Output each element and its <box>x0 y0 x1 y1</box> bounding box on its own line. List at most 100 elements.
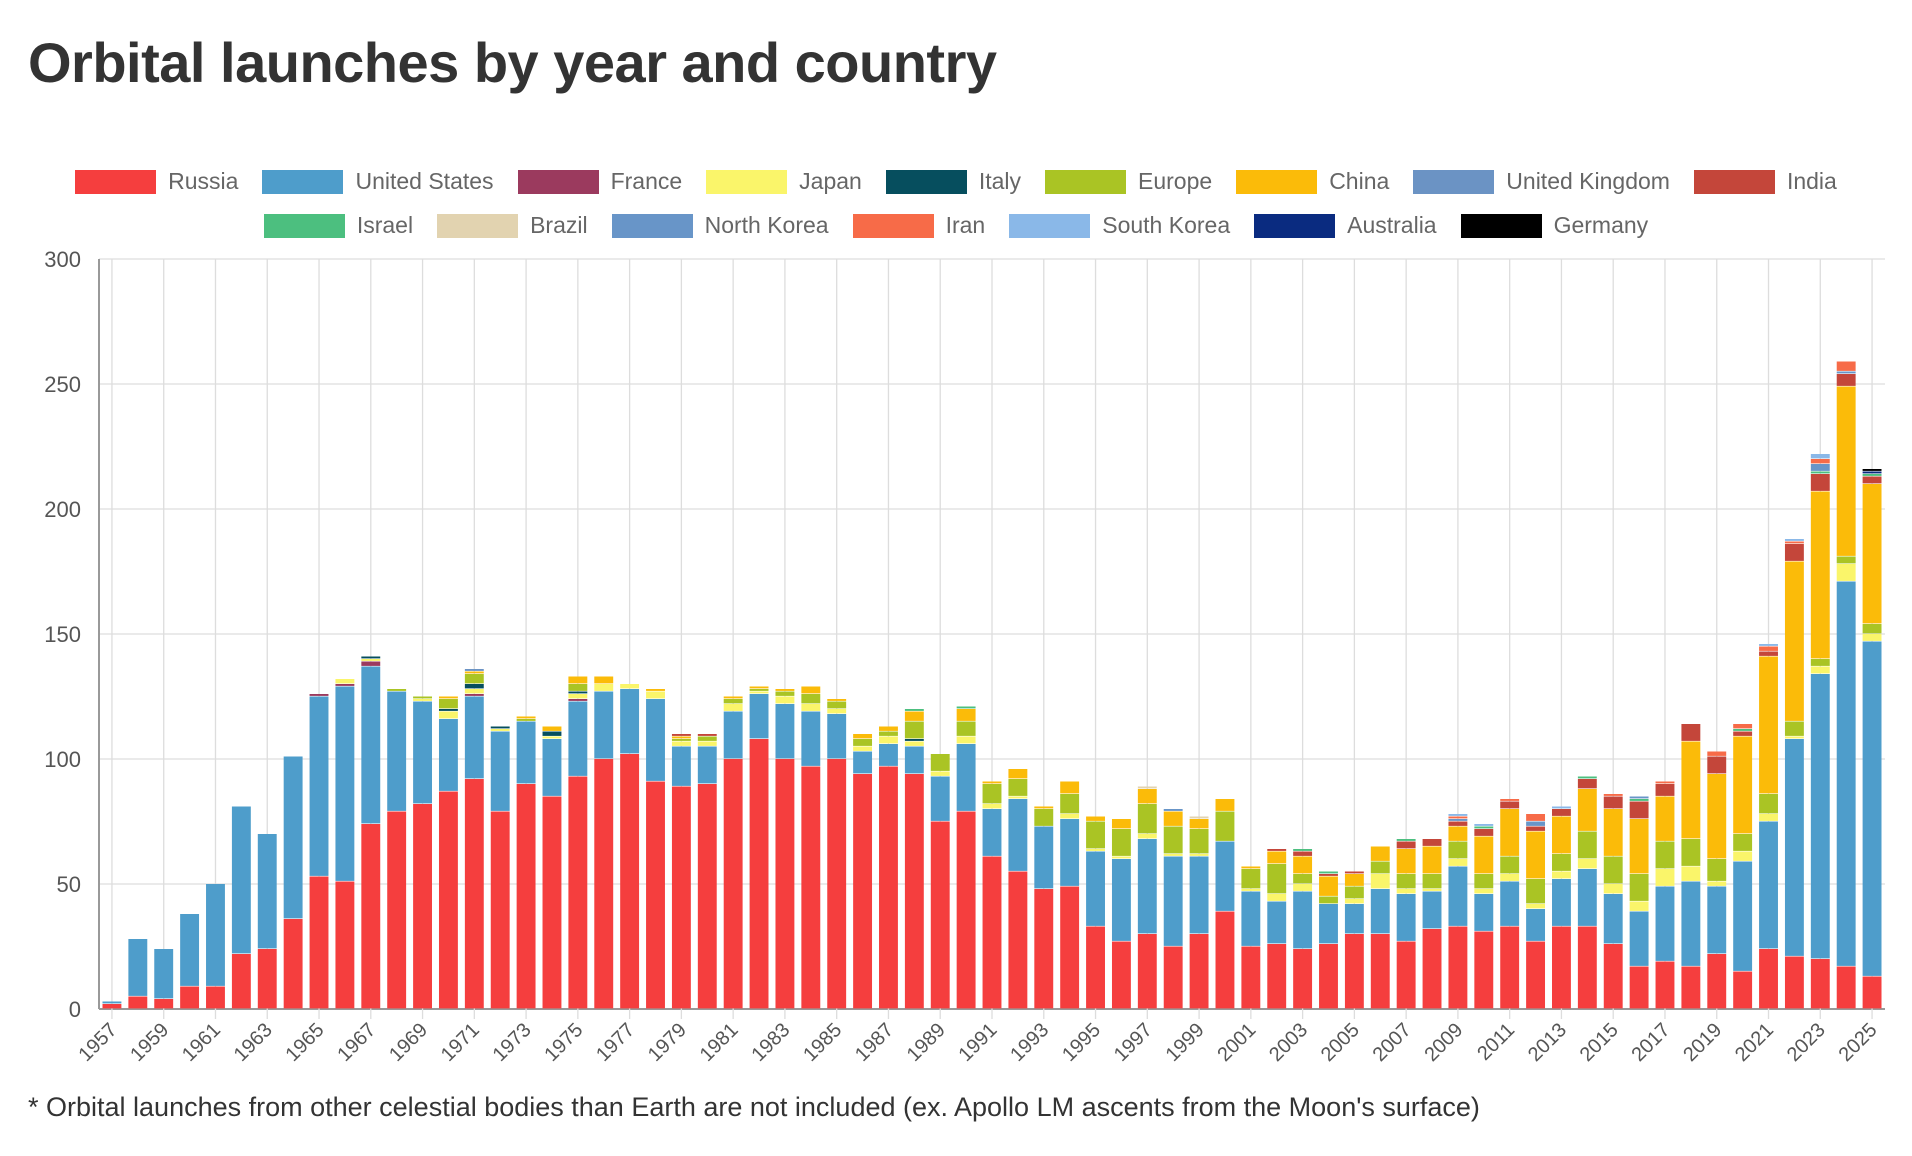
bar-segment-china <box>853 734 873 739</box>
bar-segment-united-states <box>206 884 225 986</box>
bar-segment-russia <box>827 759 847 1009</box>
bar-segment-china <box>879 726 898 731</box>
bar-segment-russia <box>1086 926 1105 1009</box>
bar-segment-india <box>1319 874 1338 876</box>
legend-item[interactable]: United Kingdom <box>1413 168 1670 195</box>
x-tick-label: 2023 <box>1783 1019 1830 1066</box>
legend-item[interactable]: South Korea <box>1009 212 1230 239</box>
bar-segment-russia <box>1034 889 1054 1009</box>
bar-segment-russia <box>1862 976 1882 1009</box>
bar-segment-japan <box>930 771 950 776</box>
x-tick-label: 2007 <box>1369 1019 1416 1066</box>
y-tick-label: 150 <box>44 622 81 647</box>
bar-segment-brazil <box>1137 786 1157 789</box>
x-tick-label: 1979 <box>644 1019 691 1066</box>
bar-segment-china <box>1810 491 1830 659</box>
bar-segment-japan <box>1344 899 1364 904</box>
bar-segment-europe <box>1422 874 1442 889</box>
bar-segment-russia <box>749 739 769 1009</box>
bar-segment-south-korea <box>1810 454 1830 459</box>
bar-segment-japan <box>1759 814 1778 821</box>
bar-segment-united-states <box>1215 841 1235 911</box>
bar-segment-united-states <box>1603 894 1623 944</box>
legend-label: South Korea <box>1102 212 1231 238</box>
bar-segment-united-states <box>180 914 200 986</box>
bar-segment-japan <box>1655 869 1675 886</box>
bar-segment-europe <box>1086 821 1105 849</box>
x-tick-label: 1959 <box>126 1019 173 1066</box>
bar-segment-russia <box>1707 954 1727 1009</box>
legend-item[interactable]: Russia <box>75 168 238 195</box>
legend-item[interactable]: Israel <box>263 212 413 239</box>
bar-segment-united-states <box>1396 894 1416 941</box>
bar-segment-japan <box>956 736 976 744</box>
bar-segment-europe <box>827 701 847 709</box>
bar-segment-japan <box>1629 901 1649 911</box>
legend-item[interactable]: Iran <box>852 212 985 239</box>
bar-segment-united-states <box>646 699 665 781</box>
y-tick-label: 250 <box>44 372 81 397</box>
bar-segment-europe <box>1344 886 1364 899</box>
bar-segment-united-states <box>1733 861 1753 971</box>
bar-segment-china <box>827 699 847 701</box>
bar-segment-russia <box>1215 911 1235 1009</box>
legend-item[interactable]: Germany <box>1460 212 1648 239</box>
bar-segment-north-korea <box>1629 796 1649 799</box>
bar-segment-russia <box>206 986 225 1009</box>
legend-item[interactable]: Europe <box>1045 168 1212 195</box>
bar-segment-europe <box>723 699 743 704</box>
bar-segment-russia <box>620 754 640 1009</box>
bar-segment-united-states <box>1577 869 1597 926</box>
legend-item[interactable]: North Korea <box>611 212 829 239</box>
bar-segment-china <box>1681 741 1701 839</box>
bar-segment-united-states <box>723 711 743 759</box>
bar-segment-japan <box>646 691 665 699</box>
bar-segment-china <box>1500 809 1520 856</box>
legend-item[interactable]: Japan <box>706 168 862 195</box>
bar-segment-japan <box>490 729 510 731</box>
legend-swatch <box>1045 169 1127 194</box>
legend-item[interactable]: India <box>1693 168 1837 195</box>
legend-item[interactable]: Brazil <box>437 212 588 239</box>
legend-label: Brazil <box>530 212 588 238</box>
bar-segment-italy <box>464 684 484 689</box>
bar-segment-india <box>671 734 691 736</box>
bar-segment-russia <box>1603 944 1623 1009</box>
legend-item[interactable]: Italy <box>885 168 1022 195</box>
bar-segment-russia <box>1448 926 1468 1009</box>
bar-segment-israel <box>1293 849 1313 851</box>
legend-item[interactable]: United States <box>262 168 494 195</box>
bar-segment-united-states <box>1862 641 1882 976</box>
bar-segment-united-states <box>1552 879 1571 926</box>
bar-segment-japan <box>723 704 743 711</box>
bar-segment-united-states <box>775 704 795 759</box>
legend-item[interactable]: France <box>517 168 682 195</box>
legend-item[interactable]: China <box>1236 168 1389 195</box>
bar-segment-europe <box>1577 831 1597 859</box>
bar-segment-russia <box>1111 941 1131 1009</box>
bar-segment-japan <box>1422 889 1442 891</box>
bar-segment-united-states <box>335 686 355 881</box>
bar-segment-china <box>1526 831 1546 879</box>
bar-segment-united-states <box>1034 826 1054 889</box>
bar-segment-europe <box>464 674 484 684</box>
bar-segment-france <box>464 694 484 696</box>
bar-segment-japan <box>1293 884 1313 891</box>
x-tick-label: 2017 <box>1627 1019 1674 1066</box>
bar-segment-russia <box>1681 966 1701 1009</box>
bar-segment-japan <box>1577 859 1597 869</box>
x-tick-label: 1995 <box>1058 1019 1105 1066</box>
legend-swatch <box>1693 169 1775 194</box>
bar-segment-brazil <box>1189 816 1209 819</box>
bar-segment-india <box>1526 826 1546 831</box>
bar-segment-russia <box>1008 871 1028 1009</box>
bar-segment-north-korea <box>1810 464 1830 471</box>
bar-segment-united-states <box>1163 856 1183 946</box>
x-tick-label: 1971 <box>437 1019 484 1066</box>
bar-segment-russia <box>1836 966 1856 1009</box>
bar-segment-japan <box>1137 834 1157 839</box>
legend-label: Italy <box>978 168 1022 194</box>
bar-segment-united-states <box>827 714 847 759</box>
bar-segment-europe <box>697 736 717 741</box>
legend-item[interactable]: Australia <box>1254 212 1437 239</box>
